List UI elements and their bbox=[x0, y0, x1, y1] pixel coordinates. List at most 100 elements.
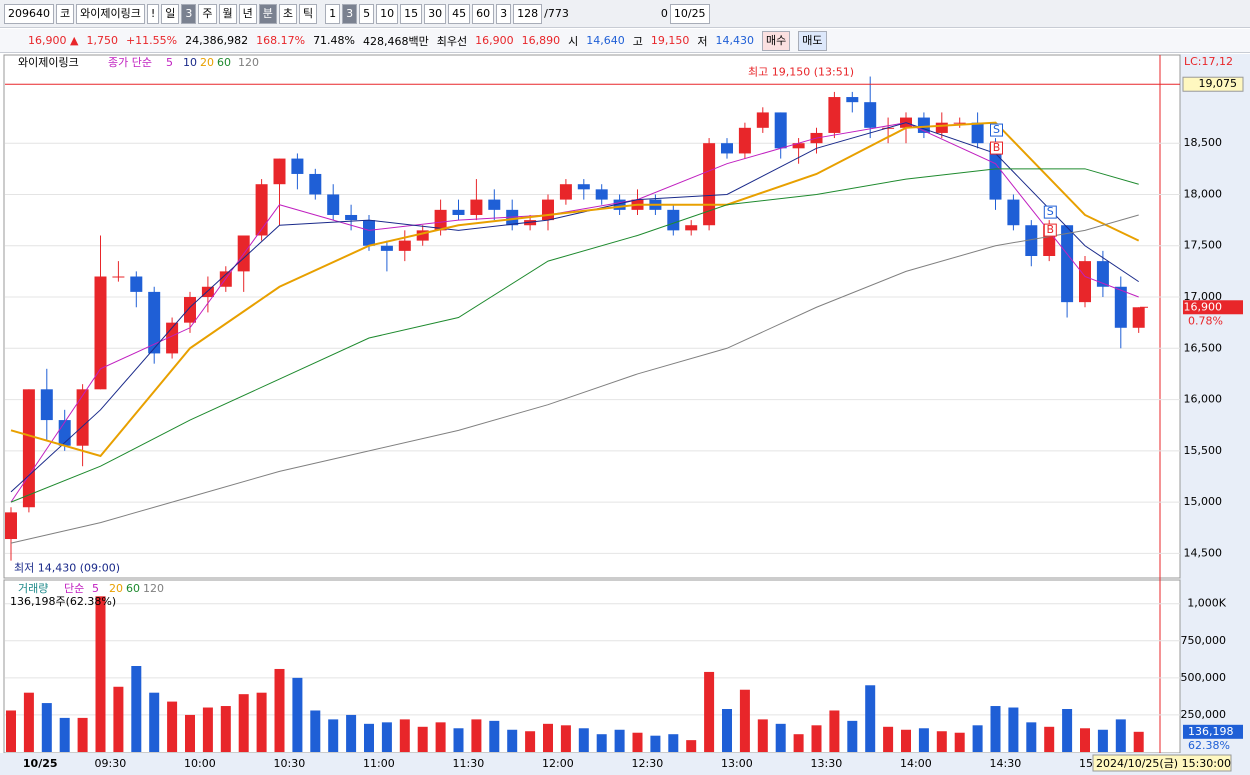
candle-body bbox=[166, 322, 179, 354]
period-button[interactable]: 틱 bbox=[299, 3, 318, 24]
code[interactable]: 209640 bbox=[4, 3, 54, 24]
volume-bar bbox=[59, 717, 70, 752]
volume-bar bbox=[829, 710, 840, 752]
turnover: 71.48% bbox=[313, 34, 356, 47]
candle-body bbox=[255, 184, 268, 236]
volume-bar bbox=[972, 725, 983, 752]
candle-body bbox=[1061, 225, 1074, 303]
buy-button[interactable]: 매수 bbox=[762, 30, 791, 51]
volume-bar bbox=[650, 735, 661, 752]
v-tick-label: 250,000 bbox=[1181, 708, 1227, 721]
high-label: 고 bbox=[632, 34, 643, 48]
candle-body bbox=[363, 220, 375, 246]
volume-bar bbox=[668, 734, 679, 752]
v-tick-label: 750,000 bbox=[1181, 634, 1227, 647]
candle-body bbox=[756, 112, 769, 128]
y-tick-label: 14,500 bbox=[1184, 546, 1223, 559]
alert[interactable]: ! bbox=[146, 3, 160, 24]
volume-bar bbox=[560, 725, 571, 752]
stock-name[interactable]: 와이제이링크 bbox=[76, 3, 145, 24]
interval-button[interactable]: 5 bbox=[359, 3, 375, 24]
signal-label: S bbox=[993, 123, 1000, 136]
last-box bbox=[1183, 300, 1243, 315]
ma-line bbox=[10, 168, 1139, 503]
count[interactable]: 128 bbox=[513, 3, 543, 24]
interval-button[interactable]: 30 bbox=[424, 3, 447, 24]
change: 1,750 bbox=[86, 34, 118, 47]
count-select[interactable]: 3 bbox=[496, 3, 512, 24]
volume-bar bbox=[346, 714, 357, 752]
volume-bar bbox=[757, 719, 768, 752]
volume-last-rate: 62.38% bbox=[1188, 739, 1230, 752]
ma-line bbox=[10, 122, 1139, 503]
period-n[interactable]: 3 bbox=[181, 3, 197, 24]
signal-box bbox=[990, 141, 1003, 155]
y-tick-label: 16,000 bbox=[1184, 393, 1223, 406]
volume-bar bbox=[435, 722, 446, 752]
candle-body bbox=[595, 189, 608, 200]
rate: +11.55% bbox=[125, 34, 178, 47]
volume-bar bbox=[1026, 722, 1037, 752]
candle-body bbox=[130, 276, 143, 292]
legend-ma: 120 bbox=[238, 56, 259, 69]
x-tick-label: 12:30 bbox=[632, 757, 664, 770]
candle-body bbox=[452, 209, 465, 215]
y-tick-label: 18,500 bbox=[1184, 136, 1223, 149]
check[interactable]: 0 bbox=[660, 7, 668, 20]
period-button[interactable]: 초 bbox=[278, 3, 298, 24]
volume-note: 136,198주(62.38%) bbox=[10, 595, 116, 608]
volume-bar bbox=[507, 729, 518, 752]
candle-body bbox=[488, 199, 501, 210]
signal-label: S bbox=[1047, 205, 1054, 218]
y-tick-label: 18,000 bbox=[1184, 187, 1223, 200]
x-tick-label: 14:30 bbox=[990, 757, 1022, 770]
volume-last-label: 136,198 bbox=[1188, 725, 1234, 738]
interval-button[interactable]: 60 bbox=[472, 3, 495, 24]
axis-bg bbox=[1180, 54, 1250, 775]
volume-bar bbox=[901, 729, 911, 752]
volume-bar bbox=[399, 719, 410, 752]
volume-bar bbox=[811, 725, 822, 752]
sell-button[interactable]: 매도 bbox=[798, 30, 827, 51]
interval-button[interactable]: 45 bbox=[448, 3, 471, 24]
period-button[interactable]: 주 bbox=[198, 3, 217, 24]
top-label: 19,075 bbox=[1199, 77, 1238, 90]
v-tick-label: 1,000K bbox=[1187, 597, 1226, 610]
volume-bar bbox=[310, 710, 321, 752]
candle-body bbox=[470, 199, 483, 215]
date[interactable]: 10/25 bbox=[669, 3, 710, 24]
candle-body bbox=[1132, 307, 1145, 328]
max-note: 최고 19,150 (13:51) bbox=[748, 66, 854, 79]
time-axis-bg bbox=[0, 753, 1250, 775]
market[interactable]: 코 bbox=[56, 3, 75, 24]
period-button[interactable]: 월 bbox=[218, 3, 237, 24]
candle-body bbox=[1025, 225, 1038, 256]
bid: 16,890 bbox=[521, 34, 561, 47]
interval-button[interactable]: 3 bbox=[342, 3, 358, 24]
volume-bar bbox=[1008, 707, 1019, 752]
candle-body bbox=[1096, 261, 1109, 287]
volume-bar bbox=[256, 692, 267, 752]
interval-button[interactable]: 1 bbox=[325, 3, 341, 24]
legend-ma: 5 bbox=[166, 56, 173, 69]
volume-bar bbox=[525, 731, 536, 752]
last-rate: 0.78% bbox=[1188, 314, 1223, 327]
interval-button[interactable]: 15 bbox=[400, 3, 423, 24]
volume-bar bbox=[1080, 728, 1090, 752]
volume-bar bbox=[686, 740, 697, 752]
period-button[interactable]: 분 bbox=[258, 3, 277, 24]
period-button[interactable]: 년 bbox=[238, 3, 257, 24]
signal-label: B bbox=[993, 141, 1001, 154]
candle-body bbox=[76, 389, 89, 446]
low: 14,430 bbox=[715, 34, 755, 47]
vol-ratio: 168.17% bbox=[256, 34, 306, 47]
period[interactable]: 일 bbox=[161, 3, 180, 24]
candle-body bbox=[953, 122, 966, 124]
volume-bar bbox=[489, 720, 500, 752]
volume-bar bbox=[185, 714, 195, 752]
interval-button[interactable]: 10 bbox=[376, 3, 399, 24]
candle-body bbox=[577, 184, 590, 190]
volume-bar bbox=[453, 728, 464, 752]
volume-legend: 5 bbox=[92, 582, 99, 595]
